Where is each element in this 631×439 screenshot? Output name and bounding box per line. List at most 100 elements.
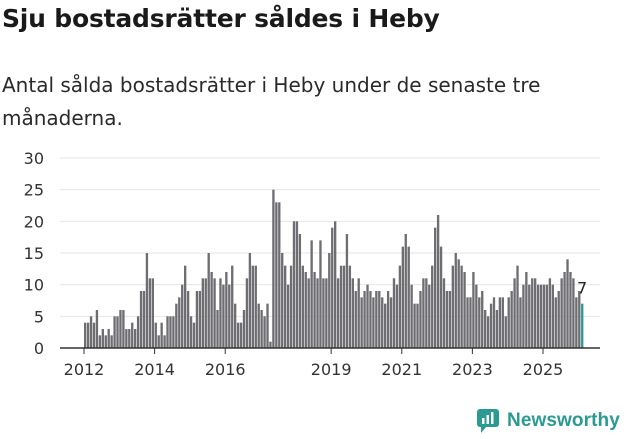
bar[interactable] (201, 278, 204, 348)
bar[interactable] (316, 278, 319, 348)
bar[interactable] (242, 310, 246, 348)
bar[interactable] (334, 221, 337, 348)
bar[interactable] (122, 310, 125, 348)
bar[interactable] (513, 278, 516, 348)
bar[interactable] (510, 291, 513, 348)
bar[interactable] (342, 265, 346, 348)
bar[interactable] (428, 284, 431, 348)
bar[interactable] (445, 291, 449, 348)
bar[interactable] (434, 227, 437, 348)
bar[interactable] (325, 278, 328, 348)
bar[interactable] (401, 246, 404, 348)
bar[interactable] (145, 253, 149, 348)
bar[interactable] (301, 265, 304, 348)
bar[interactable] (484, 310, 487, 348)
bar[interactable] (457, 259, 460, 348)
bar[interactable] (98, 335, 102, 348)
bar[interactable] (454, 253, 457, 348)
bar[interactable] (139, 291, 143, 348)
bar[interactable] (369, 291, 372, 348)
bar[interactable] (163, 335, 166, 348)
bar[interactable] (363, 291, 366, 348)
bar[interactable] (289, 265, 293, 348)
bar[interactable] (501, 297, 504, 348)
bar[interactable] (478, 297, 481, 348)
bar[interactable] (381, 297, 384, 348)
bar[interactable] (495, 310, 499, 348)
bar[interactable] (448, 291, 452, 348)
bar[interactable] (266, 303, 269, 348)
bar[interactable] (189, 316, 193, 348)
bar[interactable] (498, 297, 502, 348)
bar[interactable] (378, 291, 381, 348)
bar[interactable] (575, 297, 578, 348)
bar[interactable] (475, 284, 478, 348)
bar[interactable] (410, 284, 413, 348)
bar[interactable] (295, 221, 299, 348)
bar[interactable] (198, 291, 202, 348)
bar[interactable] (551, 284, 554, 348)
bar[interactable] (322, 278, 325, 348)
bar[interactable] (278, 202, 281, 348)
bar[interactable] (436, 215, 440, 348)
bar[interactable] (245, 278, 249, 348)
bar[interactable] (298, 234, 302, 348)
bar[interactable] (463, 272, 466, 348)
bar[interactable] (86, 322, 90, 348)
bar[interactable] (578, 291, 581, 348)
bar[interactable] (442, 278, 446, 348)
bar[interactable] (328, 253, 331, 348)
bar[interactable] (131, 322, 134, 348)
bar[interactable] (231, 265, 234, 348)
bar[interactable] (228, 284, 231, 348)
bar[interactable] (184, 265, 187, 348)
bar[interactable] (560, 278, 563, 348)
bar[interactable] (554, 297, 557, 348)
bar[interactable] (572, 278, 575, 348)
bar[interactable] (519, 297, 522, 348)
bar[interactable] (225, 272, 228, 348)
bar[interactable] (95, 310, 99, 348)
bar[interactable] (104, 335, 107, 348)
bar[interactable] (248, 253, 252, 348)
bar[interactable] (89, 316, 93, 348)
bar[interactable] (425, 278, 428, 348)
bar[interactable] (207, 253, 210, 348)
bar[interactable] (263, 316, 266, 348)
bar-latest[interactable] (581, 303, 584, 348)
bar[interactable] (507, 297, 510, 348)
bar[interactable] (569, 272, 572, 348)
bar[interactable] (257, 303, 260, 348)
bar[interactable] (136, 316, 140, 348)
bar[interactable] (210, 272, 213, 348)
bar[interactable] (422, 278, 425, 348)
bar[interactable] (398, 265, 402, 348)
bar[interactable] (181, 284, 184, 348)
bar[interactable] (107, 329, 110, 348)
bar[interactable] (92, 322, 96, 348)
bar[interactable] (307, 278, 310, 348)
bar[interactable] (548, 278, 552, 348)
bar[interactable] (413, 303, 416, 348)
bar[interactable] (557, 291, 560, 348)
bar[interactable] (566, 259, 569, 348)
bar[interactable] (142, 291, 146, 348)
bar[interactable] (407, 246, 410, 348)
bar[interactable] (304, 272, 307, 348)
bar[interactable] (372, 297, 375, 348)
bar[interactable] (528, 284, 531, 348)
bar[interactable] (213, 278, 216, 348)
bar[interactable] (386, 291, 390, 348)
bar[interactable] (195, 291, 199, 348)
bar[interactable] (134, 329, 137, 348)
bar[interactable] (345, 234, 349, 348)
bar[interactable] (128, 329, 131, 348)
bar[interactable] (110, 335, 113, 348)
bar[interactable] (272, 189, 275, 348)
bar[interactable] (310, 240, 313, 348)
bar[interactable] (531, 278, 534, 348)
bar[interactable] (101, 329, 104, 348)
bar[interactable] (292, 221, 296, 348)
bar[interactable] (419, 291, 422, 348)
bar[interactable] (281, 253, 284, 348)
